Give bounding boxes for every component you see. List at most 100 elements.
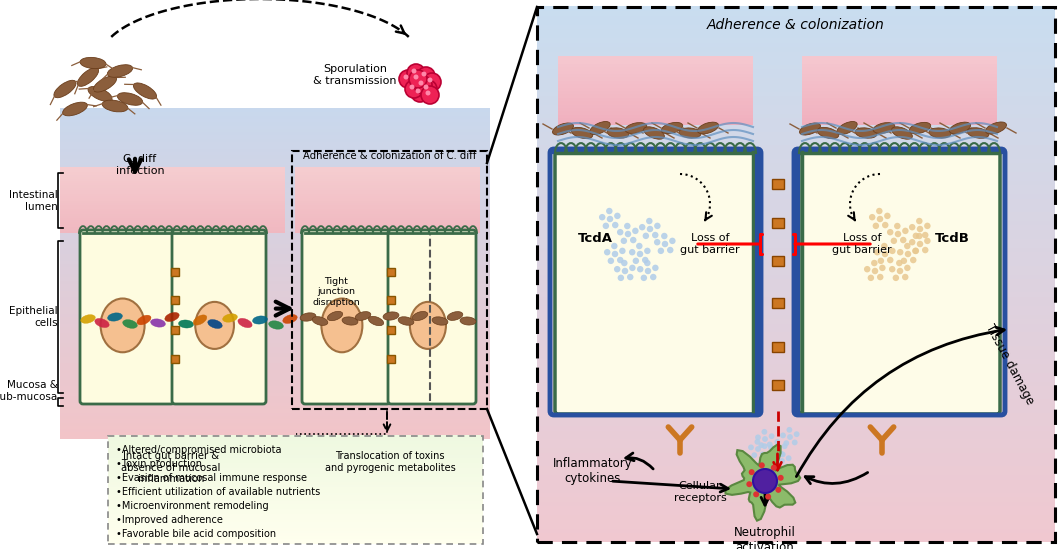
Bar	[108, 489, 483, 492]
FancyBboxPatch shape	[302, 230, 390, 404]
Bar	[537, 104, 1055, 110]
Circle shape	[792, 440, 797, 445]
Bar	[60, 193, 285, 196]
Circle shape	[425, 91, 430, 96]
Bar	[537, 510, 1055, 516]
Bar	[108, 524, 483, 528]
Bar	[802, 114, 997, 118]
Bar	[387, 296, 395, 304]
Ellipse shape	[164, 312, 179, 322]
Bar	[772, 298, 783, 307]
Bar	[60, 335, 490, 340]
Bar	[60, 174, 490, 178]
Text: TcdA: TcdA	[578, 232, 613, 245]
Circle shape	[637, 251, 643, 257]
Circle shape	[411, 69, 417, 74]
Bar	[295, 217, 480, 220]
Bar	[537, 198, 1055, 203]
Circle shape	[414, 76, 432, 94]
Bar	[60, 233, 490, 238]
Circle shape	[753, 479, 757, 483]
Bar	[537, 19, 1055, 25]
Bar	[60, 207, 490, 211]
Bar	[295, 184, 480, 188]
Bar	[60, 279, 490, 284]
Circle shape	[637, 266, 643, 272]
Circle shape	[917, 241, 923, 247]
Bar	[60, 322, 490, 327]
Bar	[558, 70, 753, 74]
Bar	[802, 70, 997, 74]
Bar	[537, 309, 1055, 315]
Bar	[60, 309, 490, 313]
Bar	[60, 108, 490, 113]
Bar	[537, 64, 1055, 69]
Bar	[60, 432, 490, 436]
Bar	[108, 513, 483, 517]
Ellipse shape	[151, 319, 165, 327]
Bar	[537, 399, 1055, 404]
Circle shape	[882, 222, 888, 228]
Bar	[772, 380, 783, 390]
Circle shape	[642, 233, 649, 239]
Circle shape	[788, 434, 793, 440]
Bar	[537, 447, 1055, 453]
Ellipse shape	[81, 315, 95, 323]
Circle shape	[766, 489, 771, 492]
Circle shape	[622, 268, 629, 274]
Bar	[60, 161, 490, 165]
Bar	[537, 345, 1055, 350]
Bar	[537, 439, 1055, 444]
Bar	[60, 200, 490, 205]
Circle shape	[652, 265, 658, 271]
Bar	[537, 82, 1055, 87]
Bar	[108, 505, 483, 509]
Circle shape	[661, 241, 668, 247]
Ellipse shape	[383, 312, 399, 320]
Bar	[108, 446, 483, 450]
Bar	[558, 76, 753, 81]
Circle shape	[644, 248, 651, 254]
Bar	[60, 138, 490, 142]
Bar	[558, 56, 753, 60]
Bar	[537, 131, 1055, 136]
Circle shape	[787, 427, 792, 433]
Bar	[802, 76, 997, 81]
Circle shape	[409, 70, 427, 88]
Bar	[537, 109, 1055, 114]
Circle shape	[427, 77, 432, 82]
Ellipse shape	[321, 299, 363, 352]
Circle shape	[755, 446, 761, 452]
Bar	[108, 508, 483, 512]
Bar	[60, 319, 490, 323]
Bar	[537, 523, 1055, 529]
Bar	[60, 131, 490, 136]
Text: •Favorable bile acid composition: •Favorable bile acid composition	[116, 529, 276, 539]
Circle shape	[771, 485, 775, 489]
Ellipse shape	[107, 65, 132, 77]
Bar	[802, 59, 997, 64]
Circle shape	[778, 451, 784, 457]
Circle shape	[771, 473, 775, 477]
Bar	[537, 332, 1055, 337]
Circle shape	[612, 251, 618, 257]
Bar	[802, 110, 997, 115]
Bar	[60, 326, 490, 330]
Circle shape	[882, 251, 888, 257]
Ellipse shape	[101, 299, 144, 352]
Bar	[558, 104, 753, 108]
Bar	[60, 219, 285, 222]
Bar	[60, 178, 285, 181]
Text: •Altered/compromised microbiota: •Altered/compromised microbiota	[116, 445, 282, 455]
Ellipse shape	[412, 311, 427, 321]
Bar	[60, 247, 490, 251]
Bar	[108, 522, 483, 525]
Text: Adherence & colonization of C. diff: Adherence & colonization of C. diff	[303, 151, 477, 161]
Bar	[108, 502, 483, 506]
Bar	[802, 73, 997, 77]
Circle shape	[871, 260, 878, 266]
Bar	[537, 394, 1055, 399]
Bar	[60, 171, 285, 175]
Bar	[60, 184, 285, 188]
Circle shape	[607, 257, 614, 264]
